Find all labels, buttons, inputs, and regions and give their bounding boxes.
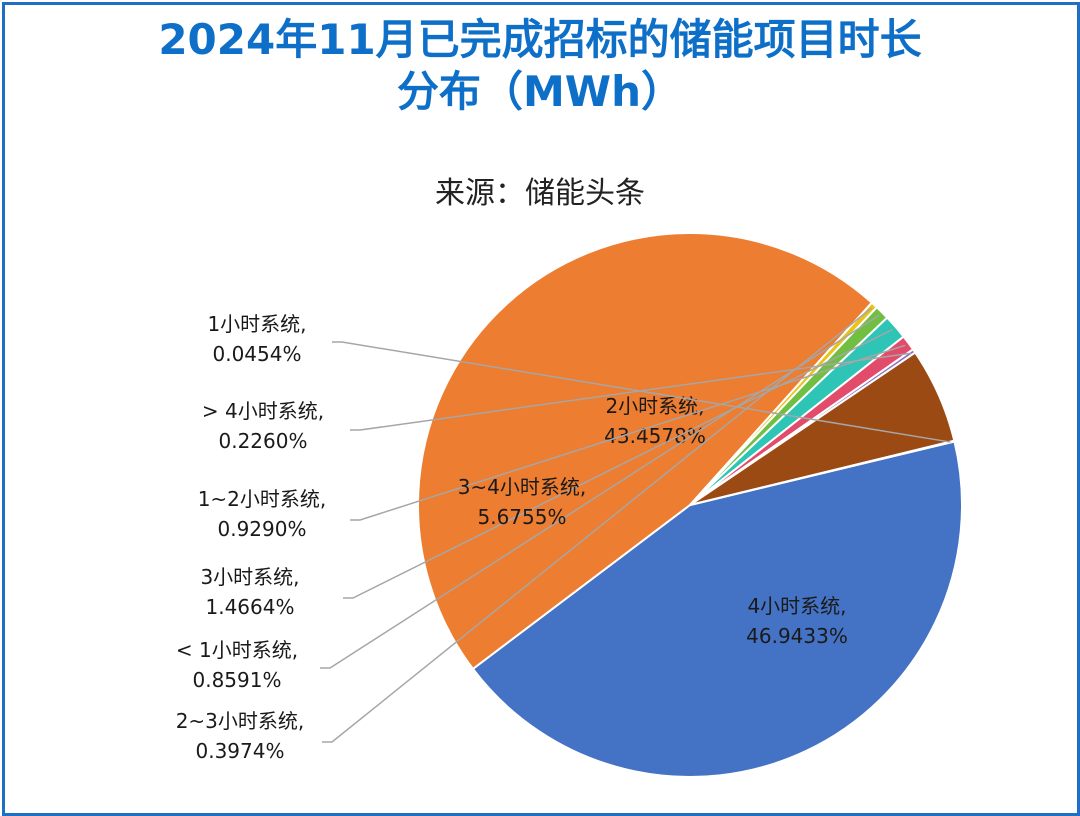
data-label-6: > 4小时系统, 0.2260% [202, 399, 324, 453]
data-label-8: 1小时系统, 0.0454% [207, 312, 306, 366]
leader-line-5 [350, 344, 906, 521]
leader-line-8 [332, 341, 951, 443]
leader-line-4 [343, 328, 893, 599]
chart-title: 2024年11月已完成招标的储能项目时长 分布（MWh） [0, 14, 1080, 118]
pie-slice-1 [417, 232, 874, 671]
data-label-1: 4小时系统, 46.9433% [746, 594, 848, 648]
leader-line-2 [322, 307, 873, 743]
data-label-4: 3小时系统, 1.4664% [200, 565, 299, 619]
leader-line-6 [350, 352, 911, 431]
data-label-2: 2~3小时系统, 0.3974% [176, 709, 305, 763]
data-label-7: 3~4小时系统, 5.6755% [458, 475, 587, 529]
chart-title-line1: 2024年11月已完成招标的储能项目时长 [158, 15, 922, 64]
chart-subtitle: 来源：储能头条 [435, 176, 645, 211]
pie-slice-8 [689, 439, 956, 506]
leader-line-3 [320, 314, 880, 669]
chart-title-line2: 分布（MWh） [396, 67, 684, 116]
data-label-5: 1~2小时系统, 0.9290% [198, 487, 327, 541]
data-label-3: < 1小时系统, 0.8591% [176, 638, 298, 692]
pie-slice-0 [471, 440, 963, 778]
